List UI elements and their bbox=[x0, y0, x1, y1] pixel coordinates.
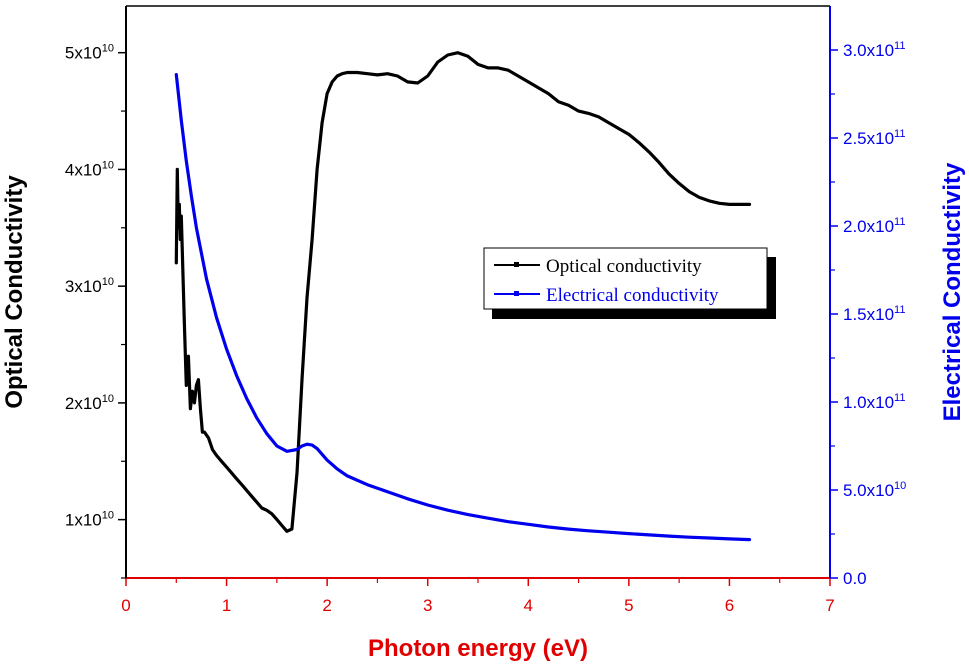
x-tick-label: 2 bbox=[322, 596, 331, 615]
x-tick-label: 1 bbox=[222, 596, 231, 615]
y-right-tick-label: 2.5x1011 bbox=[843, 128, 905, 148]
y-left-axis-title: Optical Conductivity bbox=[1, 175, 28, 409]
x-tick-label: 7 bbox=[825, 596, 834, 615]
y-right-tick-label: 1.0x1011 bbox=[843, 392, 905, 412]
y-right-tick-label: 3.0x1011 bbox=[843, 40, 905, 60]
y-right-tick-label: 2.0x1011 bbox=[843, 216, 905, 236]
x-axis-title: Photon energy (eV) bbox=[368, 635, 588, 662]
series-line-electrical bbox=[174, 72, 752, 542]
legend-box bbox=[483, 247, 768, 310]
legend-label-optical: Optical conductivity bbox=[546, 256, 702, 277]
y-right-tick-label: 0.0 bbox=[843, 569, 867, 588]
y-right-tick-label: 5.0x1010 bbox=[843, 480, 906, 500]
x-tick-label: 5 bbox=[624, 596, 633, 615]
y-left-tick-label: 1x1010 bbox=[65, 510, 114, 530]
x-tick-label: 3 bbox=[423, 596, 432, 615]
y-left-tick-label: 5x1010 bbox=[65, 43, 114, 63]
x-tick-label: 0 bbox=[121, 596, 130, 615]
legend: Optical conductivity Electrical conducti… bbox=[483, 247, 776, 319]
legend-label-electrical: Electrical conductivity bbox=[546, 285, 719, 306]
y-left-tick-label: 4x1010 bbox=[65, 159, 114, 179]
axes-layer: 0 1 2 3 4 5 6 7 1x1010 2x1010 3x1010 4x1010 5x1010 0.… bbox=[65, 5, 906, 615]
series-layer bbox=[174, 51, 752, 542]
y-right-tick-label: 1.5x1011 bbox=[843, 304, 905, 324]
y-left-tick-label: 3x1010 bbox=[65, 276, 114, 296]
x-tick-label: 4 bbox=[524, 596, 533, 615]
series-line-optical bbox=[174, 51, 752, 533]
legend-marker-optical bbox=[514, 262, 519, 267]
y-left-tick-label: 2x1010 bbox=[65, 393, 114, 413]
legend-marker-electrical bbox=[514, 291, 519, 296]
x-tick-label: 6 bbox=[725, 596, 734, 615]
y-right-axis-title: Electrical Conductivity bbox=[939, 162, 966, 421]
